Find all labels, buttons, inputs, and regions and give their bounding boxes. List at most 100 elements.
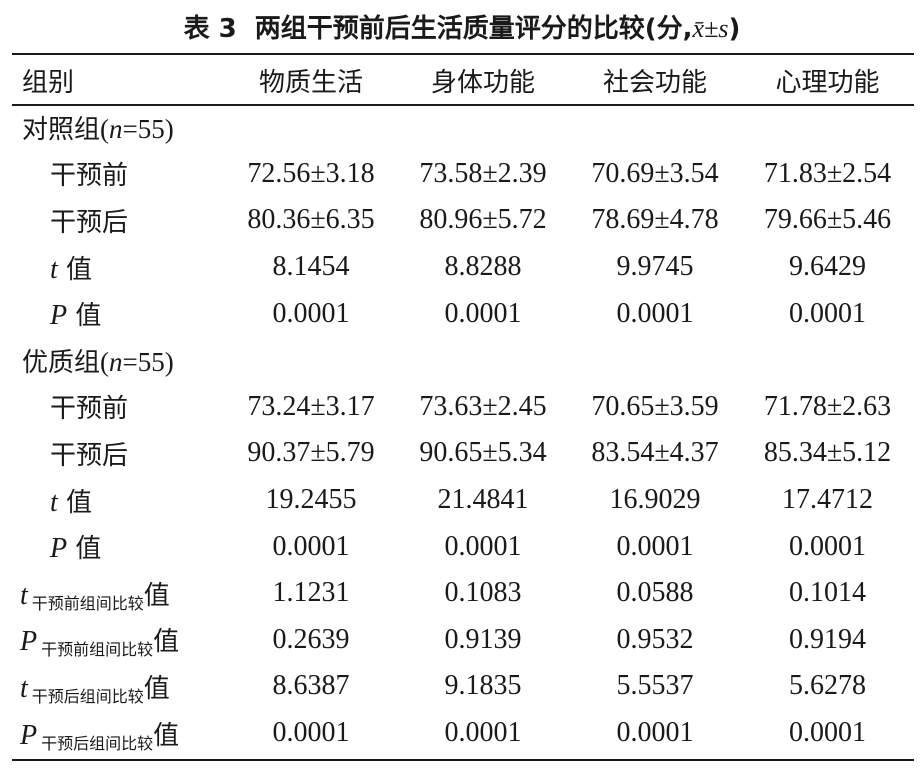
group-name: 对照组 — [22, 114, 101, 145]
value-cell: 0.1014 — [789, 577, 866, 609]
value-cell: 0.0001 — [616, 297, 694, 329]
stat-suffix: 值 — [143, 580, 170, 611]
value-cell: 0.0001 — [616, 530, 694, 562]
value-cell: 79.66±5.46 — [763, 204, 892, 236]
row-label: 干预后 — [50, 440, 129, 471]
value-cell: 16.9029 — [609, 484, 701, 516]
value-cell: 73.24±3.17 — [247, 390, 375, 422]
value-cell: 80.36±6.35 — [247, 204, 375, 236]
stat-var: t — [20, 579, 28, 611]
stat-var: P — [20, 719, 38, 751]
value-cell: 83.54±4.37 — [591, 437, 719, 469]
comparison-row: P 干预后组间比较值 0.0001 0.0001 0.0001 0.0001 — [12, 710, 914, 757]
caption-text: 两组干预前后生活质量评分的比较(分, — [254, 14, 693, 44]
table-number: 表 3 — [183, 14, 237, 44]
header-col-psychological: 心理功能 — [775, 67, 880, 98]
row-label-cell: 干预前 — [12, 151, 225, 198]
row-label: 干预前 — [50, 161, 129, 192]
value-cell: 85.34±5.12 — [763, 437, 892, 469]
comparison-label-cell: P 干预前组间比较值 — [12, 617, 225, 664]
empty-cell — [741, 337, 914, 384]
value-cell: 73.58±2.39 — [419, 157, 547, 189]
value-cell: 71.83±2.54 — [763, 157, 892, 189]
value-cell: 5.5537 — [616, 670, 694, 702]
row-label-cell: 干预后 — [12, 197, 225, 244]
table-row: t 值 8.1454 8.8288 9.9745 9.6429 — [12, 244, 914, 291]
value-cell: 0.0001 — [272, 717, 350, 749]
value-cell: 0.0001 — [789, 717, 866, 749]
value-cell: 8.1454 — [272, 251, 350, 283]
group-size-var: n — [109, 113, 123, 144]
value-cell: 0.0001 — [616, 717, 694, 749]
group-name: 优质组 — [22, 347, 101, 378]
empty-cell — [569, 337, 741, 384]
table-row: 干预后 80.36±6.35 80.96±5.72 78.69±4.78 79.66±5… — [12, 197, 914, 244]
value-cell: 0.9194 — [789, 623, 866, 655]
header-col-material: 物质生活 — [258, 67, 363, 98]
value-cell: 0.9532 — [616, 623, 694, 655]
header-group: 组别 — [22, 67, 75, 98]
value-cell: 0.0001 — [444, 530, 522, 562]
stat-var: P — [20, 626, 38, 658]
table-row: 干预前 73.24±3.17 73.63±2.45 70.65±3.59 71.78±2… — [12, 384, 914, 431]
value-cell: 70.69±3.54 — [591, 157, 719, 189]
row-label-cell: 干预前 — [12, 384, 225, 431]
value-cell: 21.4841 — [437, 484, 529, 516]
value-cell: 0.0001 — [272, 297, 350, 329]
bottom-rule — [12, 759, 914, 761]
stat-subscript: 干预后组间比较 — [31, 686, 144, 706]
stat-suffix: 值 — [143, 673, 170, 704]
comparison-row: P 干预前组间比较值 0.2639 0.9139 0.9532 0.9194 — [12, 617, 914, 664]
comparison-row: t 干预前组间比较值 1.1231 0.1083 0.0588 0.1014 — [12, 570, 914, 617]
stat-var: t — [50, 253, 58, 285]
group-size-var: n — [109, 346, 123, 377]
table-body: 对照组(n=55) 干预前 72.56±3.18 73.58±2.39 70.69±3.… — [12, 104, 914, 756]
value-cell: 0.0588 — [616, 577, 694, 609]
value-cell: 0.1083 — [444, 577, 522, 609]
empty-cell — [225, 104, 397, 151]
value-cell: 1.1231 — [272, 577, 350, 609]
row-label-cell: t 值 — [12, 477, 225, 524]
stat-suffix: 值 — [57, 487, 93, 518]
value-cell: 0.0001 — [444, 297, 522, 329]
table-caption: 表 3 两组干预前后生活质量评分的比较(分,x̄±s) — [0, 12, 924, 46]
value-cell: 0.0001 — [444, 717, 522, 749]
value-cell: 8.6387 — [272, 670, 350, 702]
caption-stat: x̄±s — [692, 14, 729, 43]
value-cell: 9.1835 — [444, 670, 522, 702]
value-cell: 0.0001 — [272, 530, 350, 562]
stat-suffix: 值 — [57, 254, 93, 285]
value-cell: 72.56±3.18 — [247, 157, 375, 189]
value-cell: 17.4712 — [782, 484, 873, 516]
stat-subscript: 干预前组间比较 — [31, 593, 144, 613]
value-cell: 80.96±5.72 — [419, 204, 547, 236]
stat-var: P — [50, 300, 68, 332]
table-row: P 值 0.0001 0.0001 0.0001 0.0001 — [12, 290, 914, 337]
comparison-label-cell: t 干预前组间比较值 — [12, 570, 225, 617]
value-cell: 73.63±2.45 — [419, 390, 547, 422]
stat-suffix: 值 — [67, 301, 102, 332]
group-size: (n=55) — [100, 346, 174, 377]
value-cell: 78.69±4.78 — [591, 204, 719, 236]
stat-var: t — [50, 486, 58, 518]
stat-subscript: 干预后组间比较 — [41, 733, 154, 753]
group-size: (n=55) — [100, 113, 174, 144]
value-cell: 5.6278 — [789, 670, 866, 702]
empty-cell — [225, 337, 397, 384]
group-header-row: 对照组(n=55) — [12, 104, 914, 151]
stat-suffix: 值 — [67, 534, 102, 565]
row-label-cell: 干预后 — [12, 430, 225, 477]
value-cell: 0.2639 — [272, 623, 350, 655]
table-row: P 值 0.0001 0.0001 0.0001 0.0001 — [12, 523, 914, 570]
stat-subscript: 干预前组间比较 — [41, 640, 154, 660]
comparison-label-cell: P 干预后组间比较值 — [12, 710, 225, 757]
stat-suffix: 值 — [153, 720, 180, 751]
header-col-physical: 身体功能 — [430, 67, 535, 98]
value-cell: 9.6429 — [789, 251, 866, 283]
value-cell: 0.9139 — [444, 623, 522, 655]
value-cell: 70.65±3.59 — [591, 390, 719, 422]
stat-var: t — [20, 672, 28, 704]
row-label-cell: t 值 — [12, 244, 225, 291]
row-label-cell: P 值 — [12, 290, 225, 337]
table-row: 干预后 90.37±5.79 90.65±5.34 83.54±4.37 85.34±5… — [12, 430, 914, 477]
